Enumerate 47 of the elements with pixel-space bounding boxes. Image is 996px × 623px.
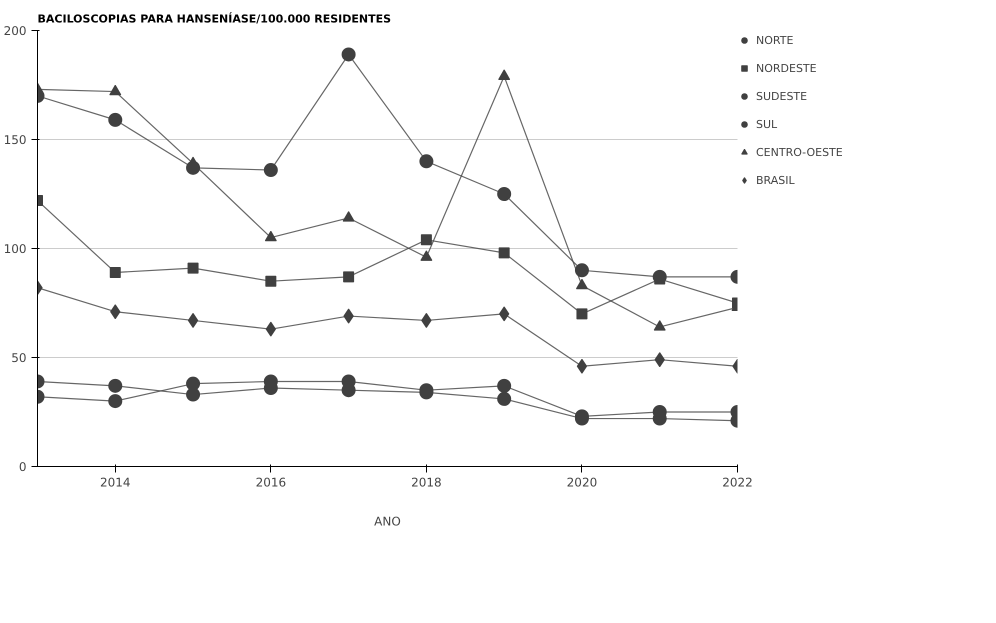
legend-label: NORTE [756,34,794,46]
legend-label: NORDESTE [756,62,817,74]
point [109,84,122,96]
point [264,163,278,178]
point [188,312,198,328]
point [576,278,588,290]
point [498,247,510,258]
point [419,154,434,168]
point [110,266,121,278]
point [188,262,199,274]
point [264,230,277,242]
x-tick-label: 2018 [411,476,442,490]
point [497,187,512,201]
point [108,394,122,408]
point [420,234,432,246]
legend-label: BRASIL [756,174,795,186]
y-tick-label: 100 [4,242,26,256]
point [420,250,432,261]
y-tick-label: 50 [11,351,27,365]
y-tick-label: 150 [4,133,26,147]
x-axis-title: ANO [374,514,401,528]
point [497,392,512,406]
y-tick-label: 0 [18,460,27,474]
legend-label: SUDESTE [756,90,808,102]
x-tick-label: 2014 [100,476,131,490]
point [343,271,354,282]
chart-title: BACILOSCOPIAS PARA HANSENÍASE/100.000 RESIDENTES [38,12,392,26]
point [342,211,355,222]
point [343,308,354,324]
point [576,308,588,320]
point [108,378,122,393]
point [186,376,200,391]
legend-label: SUL [756,118,778,130]
x-tick-label: 2016 [256,476,286,490]
point [498,69,510,80]
point [654,320,666,331]
point [576,358,588,374]
point [265,276,276,287]
y-tick-label: 200 [4,24,26,38]
point [108,112,122,127]
x-tick-label: 2020 [566,476,598,490]
point [497,378,512,393]
point [574,263,589,278]
point [421,312,432,328]
x-tick-label: 2022 [722,476,753,490]
legend-label: CENTRO-OESTE [756,146,843,158]
point [342,47,356,62]
